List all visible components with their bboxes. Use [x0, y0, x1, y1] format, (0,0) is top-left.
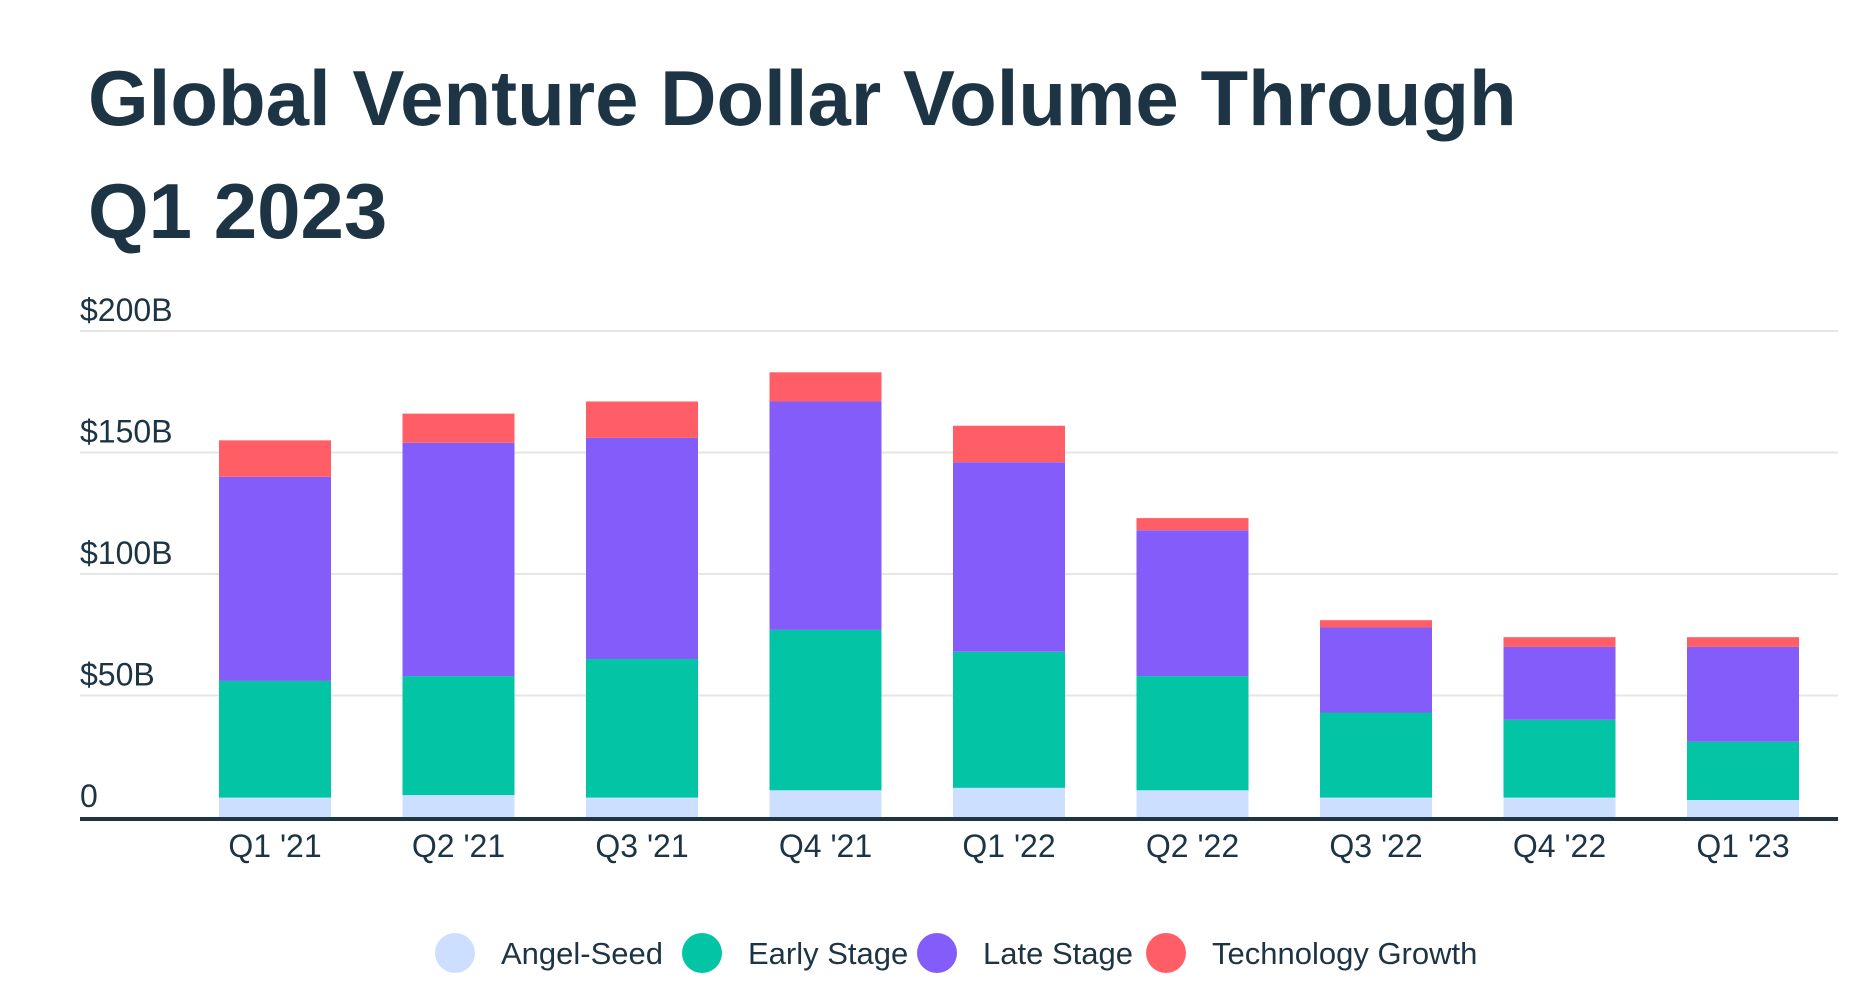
y-tick-label: $200B: [80, 292, 173, 328]
bar-segment-technology-growth: [1687, 637, 1799, 647]
bar-segment-late-stage: [402, 442, 515, 677]
bar-segment-early-stage: [586, 659, 698, 798]
legend-swatch: [1146, 933, 1186, 973]
legend: Angel-Seed Early Stage Late Stage Technolog…: [435, 933, 1477, 973]
chart-title-line-1: Global Venture Dollar Volume Through: [88, 54, 1517, 142]
bar-segment-technology-growth: [1136, 518, 1249, 531]
bar-segment-technology-growth: [586, 401, 698, 438]
bar-segment-angel-seed: [1320, 797, 1432, 817]
bar-segment-angel-seed: [586, 797, 698, 817]
bar-segment-early-stage: [219, 680, 331, 798]
x-tick-label: Q4 '21: [779, 828, 872, 864]
chart-title: Global Venture Dollar Volume Through Q1 …: [88, 54, 1517, 255]
bar-segment-late-stage: [1136, 530, 1249, 677]
bar-segment-technology-growth: [1320, 620, 1432, 628]
x-tick-label: Q3 '21: [595, 828, 688, 864]
bar-segment-technology-growth: [402, 413, 515, 443]
x-tick-label: Q1 '21: [228, 828, 321, 864]
bar-segment-late-stage: [769, 401, 882, 630]
bar-segment-early-stage: [1687, 741, 1799, 800]
bar-segment-angel-seed: [769, 790, 882, 817]
bar-segment-early-stage: [1136, 676, 1249, 791]
legend-swatch: [435, 933, 475, 973]
chart-title-line-2: Q1 2023: [88, 167, 387, 255]
x-tick-label: Q2 '22: [1146, 828, 1239, 864]
x-tick-label: Q4 '22: [1513, 828, 1606, 864]
bar-segment-technology-growth: [219, 440, 331, 477]
bar-segment-early-stage: [1320, 712, 1432, 798]
legend-label: Technology Growth: [1212, 936, 1477, 971]
bar-segment-late-stage: [953, 462, 1065, 652]
x-tick-label: Q2 '21: [412, 828, 505, 864]
legend-label: Early Stage: [748, 936, 908, 971]
bar-segment-technology-growth: [769, 372, 882, 402]
y-tick-label: $50B: [80, 657, 155, 693]
bars: [219, 372, 1799, 817]
bar-segment-late-stage: [1503, 646, 1616, 720]
y-tick-label: $100B: [80, 535, 173, 571]
x-tick-label: Q3 '22: [1329, 828, 1422, 864]
bar-segment-technology-growth: [953, 425, 1065, 463]
bar-segment-angel-seed: [219, 797, 331, 817]
bar-segment-angel-seed: [1687, 799, 1799, 817]
bar-segment-early-stage: [953, 651, 1065, 788]
bar-segment-angel-seed: [953, 787, 1065, 817]
bar-segment-late-stage: [586, 437, 698, 660]
x-tick-label: Q1 '23: [1696, 828, 1789, 864]
bar-segment-angel-seed: [1503, 797, 1616, 817]
bar-segment-angel-seed: [1136, 790, 1249, 817]
legend-swatch: [917, 933, 957, 973]
bar-segment-late-stage: [1687, 646, 1799, 742]
x-tick-label: Q1 '22: [962, 828, 1055, 864]
bar-segment-late-stage: [219, 476, 331, 681]
legend-swatch: [682, 933, 722, 973]
bar-segment-early-stage: [402, 676, 515, 796]
bar-segment-angel-seed: [402, 795, 515, 817]
bar-segment-late-stage: [1320, 627, 1432, 713]
bar-segment-technology-growth: [1503, 637, 1616, 647]
x-axis-tick-labels: Q1 '21 Q2 '21 Q3 '21 Q4 '21 Q1 '22 Q2 '22 Q3 '…: [228, 828, 1789, 864]
y-tick-label: 0: [80, 778, 98, 814]
y-tick-label: $150B: [80, 414, 173, 450]
bar-segment-early-stage: [769, 629, 882, 791]
bar-segment-early-stage: [1503, 719, 1616, 798]
legend-label: Angel-Seed: [501, 936, 663, 971]
y-axis-tick-labels: 0 $50B $100B $150B $200B: [80, 292, 173, 814]
legend-label: Late Stage: [983, 936, 1133, 971]
